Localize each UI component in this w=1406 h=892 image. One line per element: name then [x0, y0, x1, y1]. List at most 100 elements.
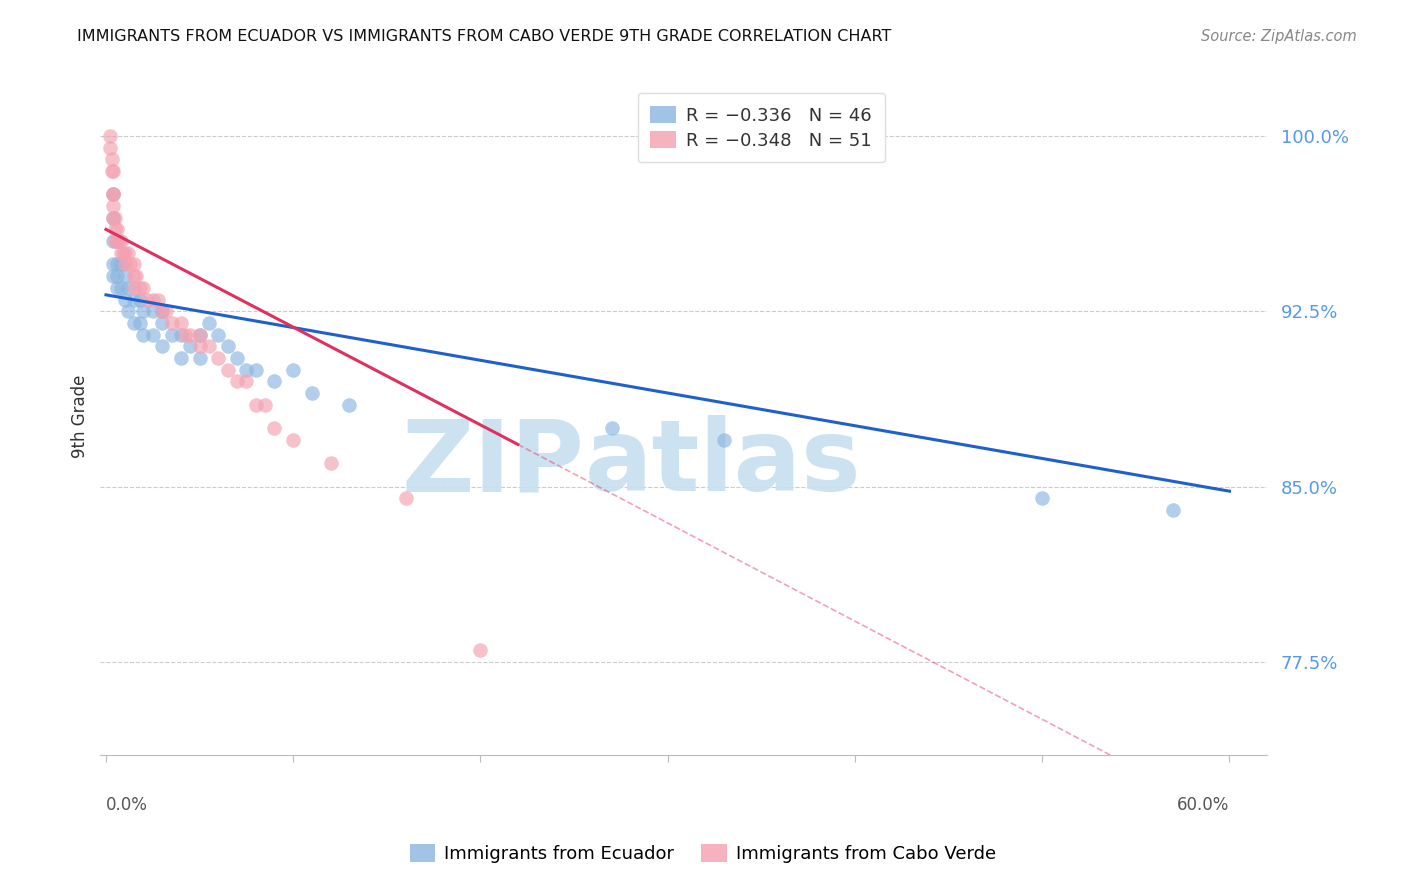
Point [600, 421, 623, 435]
Point [128, 281, 150, 295]
Point [283, 433, 305, 447]
Point [110, 234, 132, 248]
Point [98, 128, 121, 143]
Point [103, 187, 125, 202]
Point [150, 316, 173, 330]
Point [235, 362, 257, 376]
Point [179, 339, 201, 353]
Point [207, 351, 229, 365]
Point [103, 199, 125, 213]
Point [160, 327, 183, 342]
Point [114, 293, 136, 307]
Point [108, 234, 131, 248]
Point [142, 304, 165, 318]
Point [111, 245, 134, 260]
Point [179, 327, 201, 342]
Point [198, 339, 221, 353]
Point [148, 293, 170, 307]
Point [226, 351, 249, 365]
Point [394, 491, 416, 506]
Point [103, 269, 125, 284]
Point [217, 362, 239, 376]
Legend: Immigrants from Ecuador, Immigrants from Cabo Verde: Immigrants from Ecuador, Immigrants from… [399, 834, 1007, 874]
Point [150, 304, 173, 318]
Text: Source: ZipAtlas.com: Source: ZipAtlas.com [1201, 29, 1357, 44]
Text: IMMIGRANTS FROM ECUADOR VS IMMIGRANTS FROM CABO VERDE 9TH GRADE CORRELATION CHAR: IMMIGRANTS FROM ECUADOR VS IMMIGRANTS FR… [77, 29, 891, 44]
Point [103, 234, 125, 248]
Point [114, 257, 136, 271]
Point [245, 398, 267, 412]
Point [105, 257, 128, 271]
Point [170, 316, 193, 330]
Text: 60.0%: 60.0% [1177, 796, 1229, 814]
Point [104, 234, 127, 248]
Point [110, 257, 132, 271]
Point [103, 187, 125, 202]
Point [128, 316, 150, 330]
Point [142, 327, 165, 342]
Point [301, 386, 323, 401]
Point [117, 245, 139, 260]
Point [120, 257, 142, 271]
Point [226, 375, 249, 389]
Point [170, 327, 193, 342]
Point [103, 257, 125, 271]
Point [207, 327, 229, 342]
Point [150, 304, 173, 318]
Point [117, 281, 139, 295]
Point [128, 293, 150, 307]
Point [105, 234, 128, 248]
Point [198, 316, 221, 330]
Point [132, 281, 155, 295]
Point [136, 293, 159, 307]
Point [150, 339, 173, 353]
Point [188, 327, 211, 342]
Point [103, 211, 125, 225]
Point [263, 375, 285, 389]
Point [1031, 491, 1053, 506]
Point [254, 398, 277, 412]
Legend: R = −0.336   N = 46, R = −0.348   N = 51: R = −0.336 N = 46, R = −0.348 N = 51 [637, 94, 884, 162]
Text: atlas: atlas [585, 416, 860, 512]
Point [173, 327, 195, 342]
Point [114, 269, 136, 284]
Point [188, 339, 211, 353]
Point [105, 222, 128, 236]
Point [122, 316, 145, 330]
Point [339, 398, 361, 412]
Point [104, 211, 127, 225]
Point [125, 269, 148, 284]
Point [110, 281, 132, 295]
Point [114, 245, 136, 260]
Point [217, 339, 239, 353]
Point [122, 293, 145, 307]
Point [104, 222, 127, 236]
Point [713, 433, 735, 447]
Text: ZIP: ZIP [402, 416, 585, 512]
Point [188, 327, 211, 342]
Point [122, 281, 145, 295]
Point [110, 245, 132, 260]
Y-axis label: 9th Grade: 9th Grade [72, 375, 89, 458]
Point [100, 164, 122, 178]
Text: 0.0%: 0.0% [105, 796, 148, 814]
Point [155, 304, 177, 318]
Point [160, 316, 183, 330]
Point [283, 362, 305, 376]
Point [470, 643, 492, 657]
Point [235, 375, 257, 389]
Point [170, 351, 193, 365]
Point [122, 257, 145, 271]
Point [103, 164, 125, 178]
Point [188, 351, 211, 365]
Point [142, 293, 165, 307]
Point [263, 421, 285, 435]
Point [245, 362, 267, 376]
Point [98, 140, 121, 154]
Point [105, 281, 128, 295]
Point [117, 304, 139, 318]
Point [1161, 503, 1184, 517]
Point [103, 187, 125, 202]
Point [105, 269, 128, 284]
Point [132, 304, 155, 318]
